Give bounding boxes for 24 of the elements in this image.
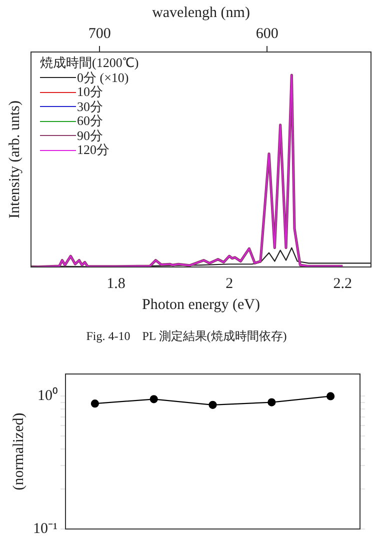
- y-axis-title: Intensity (arb. unts): [6, 100, 23, 218]
- legend-label: 30分: [77, 98, 103, 114]
- point: [268, 398, 276, 406]
- legend-label: 120分: [77, 142, 110, 158]
- legend-title: 焼成時間(1200℃): [40, 55, 139, 70]
- y-axis-title: (normalized): [10, 412, 27, 490]
- x2-tick-label: 700: [88, 26, 111, 42]
- x-tick-label: 1.8: [106, 276, 126, 292]
- point: [90, 400, 99, 408]
- caption: Fig. 4-10 PL 測定結果(焼成時間依存): [85, 328, 288, 345]
- legend-label: 60分: [77, 113, 103, 128]
- x-tick-label: 2: [226, 276, 234, 292]
- point: [208, 400, 217, 409]
- legend-label: 0分 (×10): [77, 70, 129, 85]
- legend-label: 10分: [77, 84, 103, 100]
- x2-tick-label: 600: [256, 26, 278, 42]
- y-tick-label: 10⁻¹: [32, 520, 58, 537]
- point: [326, 392, 335, 400]
- x-tick-label: 2.2: [333, 276, 352, 292]
- x2-axis-title: wavelengh (nm): [152, 4, 250, 21]
- point: [150, 395, 158, 404]
- y-tick-label: 10⁰: [37, 387, 58, 404]
- legend-label: 90分: [77, 128, 103, 143]
- x-axis-title: Photon energy (eV): [142, 296, 260, 313]
